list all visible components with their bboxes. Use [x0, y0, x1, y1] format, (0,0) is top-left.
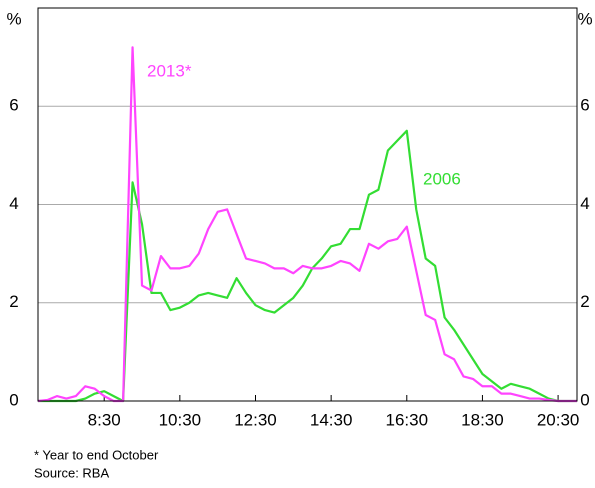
x-tick-label: 12:30	[234, 410, 277, 429]
y2-tick-label: 4	[580, 194, 589, 213]
series-line	[37, 46, 577, 403]
y-tick-label: 4	[9, 194, 18, 213]
x-tick-label: 16:30	[386, 410, 429, 429]
source: Source: RBA	[34, 465, 109, 480]
y-tick-label: 0	[9, 390, 18, 409]
y-axis-unit: %	[6, 9, 21, 28]
series-label: 2006	[423, 169, 461, 188]
y-tick-label: 2	[9, 292, 18, 311]
plot-frame	[37, 7, 578, 402]
x-tick-label: 18:30	[461, 410, 504, 429]
x-tick-label: 8:30	[88, 410, 121, 429]
series-label: 2013*	[147, 61, 192, 80]
y2-tick-label: 0	[580, 390, 589, 409]
x-tick-label: 20:30	[537, 410, 580, 429]
y2-axis-unit: %	[577, 9, 592, 28]
y2-tick-label: 6	[580, 96, 589, 115]
series-line	[38, 129, 577, 403]
y2-tick-label: 2	[580, 292, 589, 311]
x-tick-label: 14:30	[310, 410, 353, 429]
x-tick-label: 10:30	[159, 410, 202, 429]
y-tick-label: 6	[9, 96, 18, 115]
footnote: * Year to end October	[34, 447, 159, 462]
